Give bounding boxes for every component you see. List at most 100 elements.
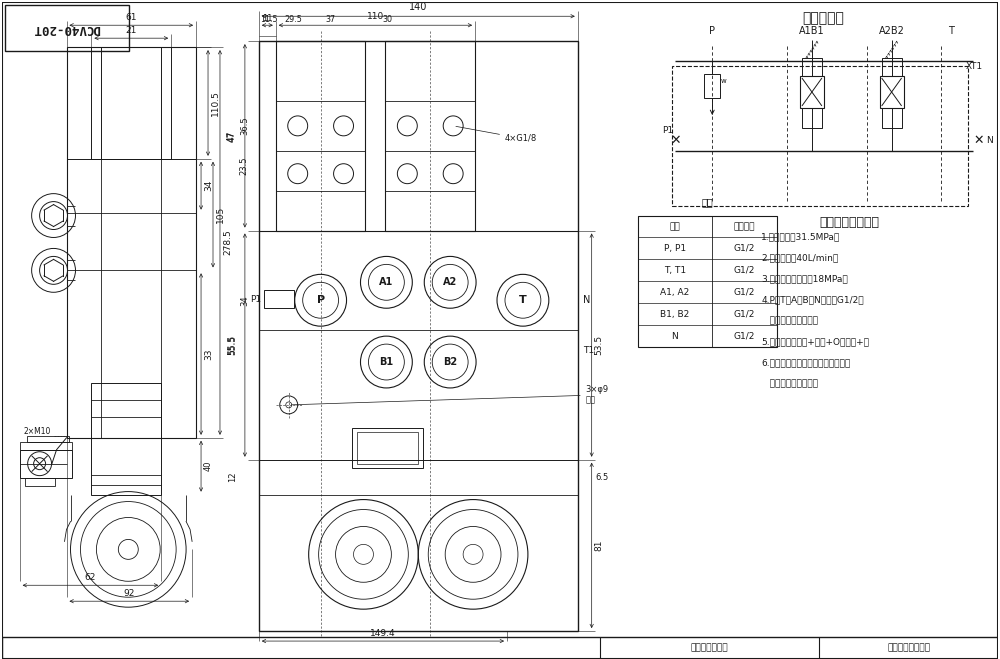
Text: B2: B2 — [443, 357, 457, 367]
Text: 6.阀体表面雾化处理，安全阀及螺绳: 6.阀体表面雾化处理，安全阀及螺绳 — [761, 358, 850, 367]
Bar — [385, 41, 475, 231]
Text: A2: A2 — [443, 277, 457, 287]
Text: B1: B1 — [379, 357, 393, 367]
Text: XT1: XT1 — [966, 61, 983, 71]
Bar — [2, 637, 998, 659]
Text: T, T1: T, T1 — [664, 266, 686, 275]
Bar — [802, 58, 822, 76]
Text: 62: 62 — [85, 573, 96, 583]
Bar — [802, 108, 822, 128]
Text: 61: 61 — [126, 13, 137, 22]
Text: 接口: 接口 — [670, 222, 680, 231]
Text: 55.5: 55.5 — [228, 335, 237, 355]
Text: 278.5: 278.5 — [223, 229, 232, 255]
Bar — [672, 66, 968, 206]
Bar — [352, 428, 423, 468]
Text: w: w — [720, 78, 726, 84]
Bar — [264, 291, 294, 308]
Text: 11: 11 — [262, 14, 273, 23]
Text: ✕: ✕ — [973, 134, 984, 148]
Text: 110: 110 — [367, 13, 384, 21]
Text: 33: 33 — [204, 349, 213, 360]
Text: 6.5: 6.5 — [596, 473, 609, 482]
Text: 液压原理图: 液压原理图 — [802, 11, 844, 25]
Bar — [91, 383, 161, 438]
Text: 11.5: 11.5 — [260, 15, 278, 24]
Text: 3×φ9
通孔: 3×φ9 通孔 — [292, 386, 609, 405]
Bar — [25, 478, 55, 486]
Text: T1: T1 — [583, 345, 594, 355]
Text: N: N — [583, 295, 590, 305]
Text: 37: 37 — [326, 15, 336, 24]
Text: T: T — [948, 26, 954, 36]
Text: 阀体: 阀体 — [701, 198, 713, 208]
Text: 4.P、T、A、B、N口均为G1/2，: 4.P、T、A、B、N口均为G1/2， — [761, 295, 864, 304]
Text: 140: 140 — [409, 2, 427, 13]
Text: G1/2: G1/2 — [734, 288, 755, 297]
Text: 21: 21 — [126, 26, 137, 35]
Text: B1, B2: B1, B2 — [660, 310, 690, 319]
Text: 1.额定压力：31.5MPa；: 1.额定压力：31.5MPa； — [761, 233, 840, 241]
Text: 34: 34 — [240, 295, 249, 306]
Text: 支架噪量为铁本色。: 支架噪量为铁本色。 — [761, 379, 818, 388]
Text: 34: 34 — [204, 180, 213, 191]
Bar — [259, 41, 578, 631]
Text: 油口均为平面密封；: 油口均为平面密封； — [761, 316, 818, 325]
Bar — [276, 41, 365, 231]
Bar — [20, 449, 72, 478]
Text: 36.5: 36.5 — [240, 117, 249, 135]
Text: DCV40-20T: DCV40-20T — [33, 22, 100, 35]
Bar — [91, 47, 171, 159]
Text: P1: P1 — [250, 295, 261, 304]
Text: ✕: ✕ — [670, 134, 681, 148]
Text: 105: 105 — [216, 206, 225, 223]
Text: G1/2: G1/2 — [734, 331, 755, 341]
Text: 47: 47 — [227, 130, 236, 142]
Text: P: P — [317, 295, 325, 305]
Text: 5.控制方式：气控+手动+O型阀芯+弹: 5.控制方式：气控+手动+O型阀芯+弹 — [761, 337, 869, 346]
Text: 技术要求和参数：: 技术要求和参数： — [819, 215, 879, 229]
Text: 81: 81 — [595, 540, 604, 551]
Text: A1: A1 — [379, 277, 394, 287]
Text: 23.5: 23.5 — [240, 156, 249, 175]
Bar — [880, 76, 904, 108]
Text: 149.4: 149.4 — [370, 629, 396, 638]
Text: 出图审批及批注: 出图审批及批注 — [690, 644, 728, 652]
Text: N: N — [986, 136, 993, 146]
Text: A1, A2: A1, A2 — [660, 288, 690, 297]
Text: T: T — [519, 295, 527, 305]
Text: P1: P1 — [662, 127, 674, 135]
Bar — [800, 76, 824, 108]
Bar — [704, 74, 720, 98]
Text: G1/2: G1/2 — [734, 266, 755, 275]
Text: 4×G1/8: 4×G1/8 — [456, 127, 537, 143]
Text: 3.安全阀调定压力：18MPa；: 3.安全阀调定压力：18MPa； — [761, 274, 848, 283]
Bar — [20, 442, 72, 449]
Text: N: N — [672, 331, 678, 341]
Bar — [357, 432, 418, 464]
Bar — [638, 215, 777, 347]
Text: 未经批准禁止复制: 未经批准禁止复制 — [887, 644, 930, 652]
Text: 92: 92 — [124, 589, 135, 598]
Text: 47: 47 — [228, 130, 237, 142]
Text: 40: 40 — [204, 461, 213, 471]
Text: P, P1: P, P1 — [664, 244, 686, 253]
Text: 12: 12 — [228, 472, 237, 482]
Text: 55.5: 55.5 — [227, 335, 236, 355]
Text: 53.5: 53.5 — [595, 335, 604, 355]
Bar — [91, 438, 161, 494]
Text: 2.额定流量：40L/min，: 2.额定流量：40L/min， — [761, 254, 838, 262]
Text: A1B1: A1B1 — [799, 26, 825, 36]
Text: 110.5: 110.5 — [211, 90, 220, 116]
Bar — [27, 436, 69, 442]
Bar — [882, 108, 902, 128]
Text: G1/2: G1/2 — [734, 244, 755, 253]
Bar — [882, 58, 902, 76]
Text: 螺纹规格: 螺纹规格 — [734, 222, 755, 231]
Bar — [5, 5, 129, 51]
Bar — [67, 47, 196, 438]
Text: 30: 30 — [382, 15, 392, 24]
Text: 29.5: 29.5 — [285, 15, 303, 24]
Text: 2×M10: 2×M10 — [24, 427, 51, 436]
Text: P: P — [709, 26, 715, 36]
